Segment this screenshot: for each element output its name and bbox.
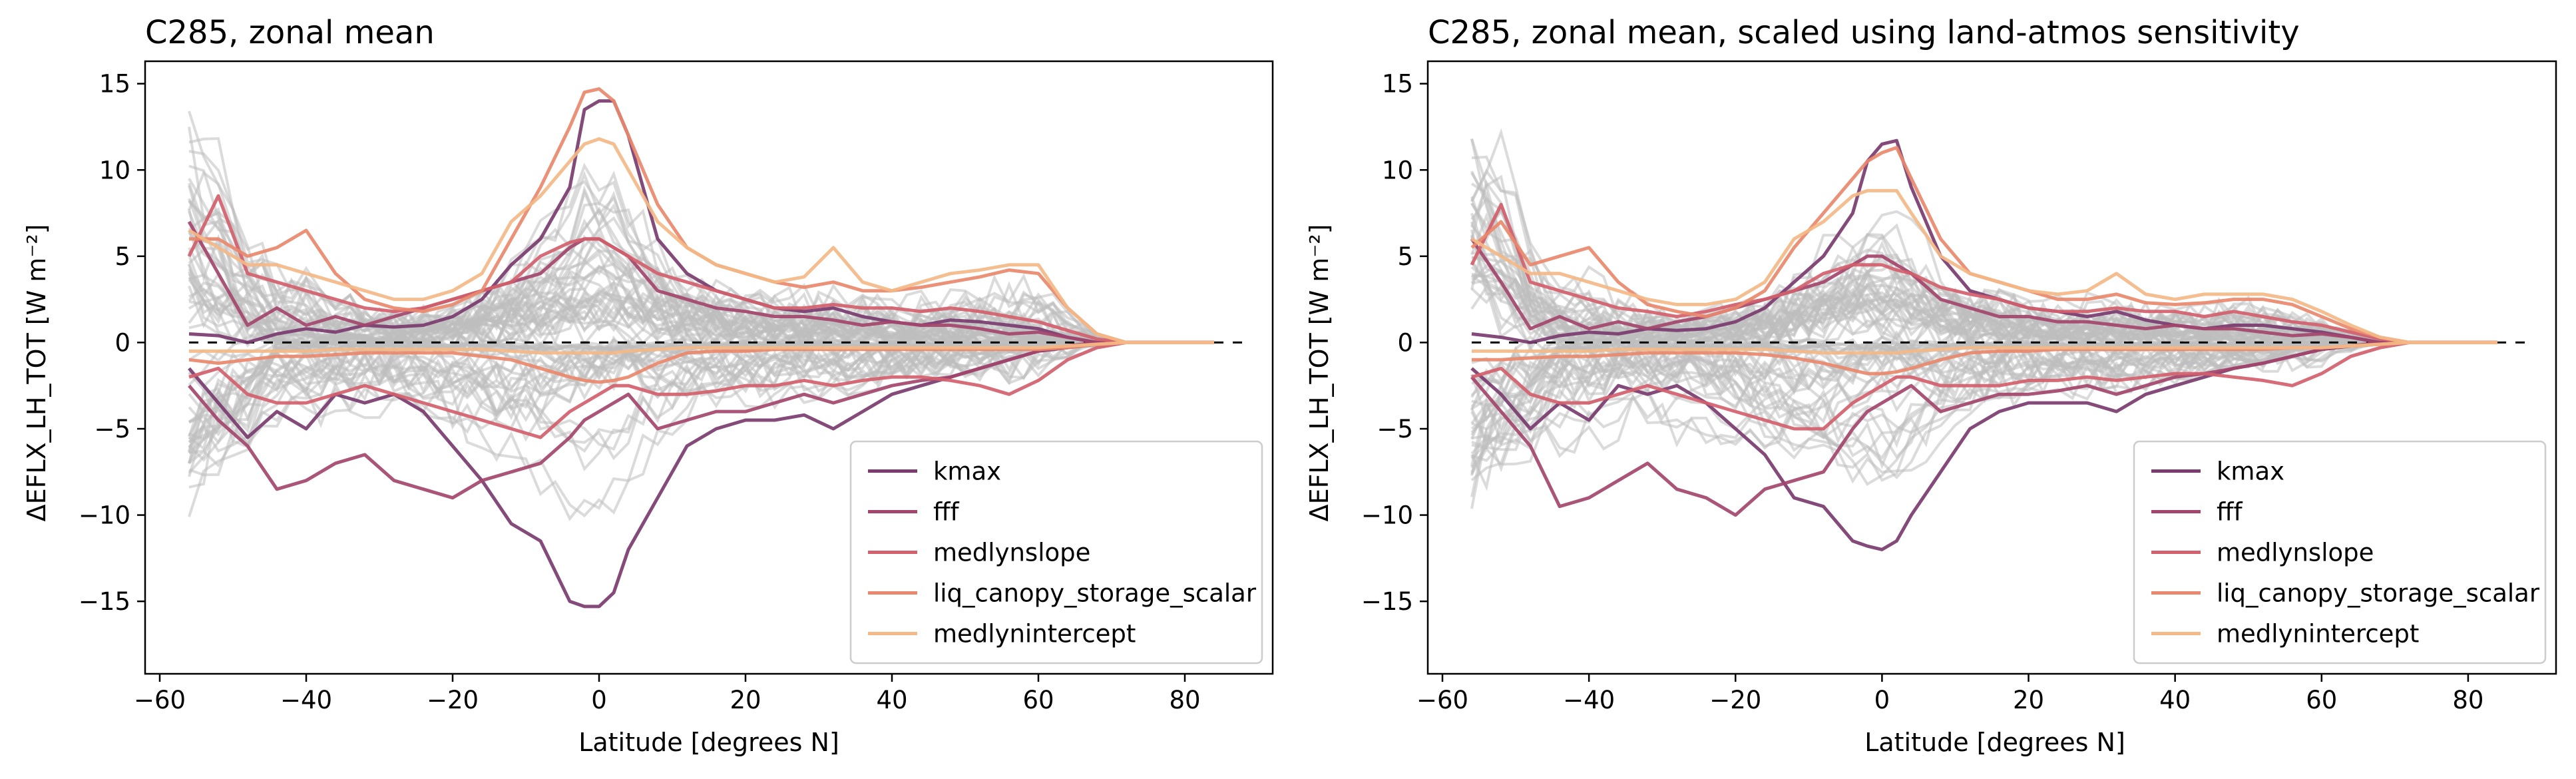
y-axis-label: ΔEFLX_LH_TOT [W m⁻²] [22, 224, 51, 522]
x-tick-label: 40 [876, 686, 907, 714]
series-line-medlynslope-upper [1470, 202, 2497, 344]
legend-entry: kmax [2217, 457, 2284, 486]
series-line-medlynintercept-upper [1470, 188, 2497, 344]
y-tick-label: 5 [114, 242, 130, 271]
series-line-medlynintercept-lower [189, 340, 1214, 355]
x-tick-label: −20 [1709, 686, 1761, 714]
series-line-medlynslope-upper [187, 194, 1214, 344]
x-tick-label: −20 [427, 686, 479, 714]
legend-entry: medlynslope [933, 539, 1090, 567]
series-medlynintercept [188, 137, 1214, 355]
y-tick-label: 10 [1382, 156, 1413, 184]
legend-entry: medlynslope [2217, 539, 2374, 567]
legend-entry: liq_canopy_storage_scalar [933, 579, 1257, 608]
legend-entry: medlynintercept [2217, 620, 2419, 649]
series-medlynslope [1470, 202, 2497, 431]
y-tick-label: 5 [1397, 242, 1413, 271]
x-tick-label: −40 [1563, 686, 1615, 714]
y-tick-label: −10 [1361, 501, 1413, 530]
legend-entry: medlynintercept [933, 620, 1136, 649]
series-medlynintercept [1470, 188, 2497, 355]
series-line-medlynslope-lower [188, 340, 1214, 439]
x-tick-label: 60 [1022, 686, 1054, 714]
x-tick-label: 0 [1874, 686, 1890, 714]
ensemble-lines [188, 111, 1214, 521]
x-tick-label: −60 [1416, 686, 1468, 714]
x-tick-label: 20 [2013, 686, 2044, 714]
ensemble-member-line [188, 127, 1214, 344]
y-tick-label: −10 [79, 501, 130, 530]
legend-box [2133, 440, 2547, 664]
panel-title: C285, zonal mean, scaled using land-atmo… [1428, 14, 2300, 51]
series-line-fff-upper [1470, 238, 2497, 344]
series-line-medlynintercept-lower [1472, 340, 2497, 355]
legend-entry: kmax [933, 457, 1001, 486]
y-tick-label: 0 [1397, 328, 1413, 357]
left-panel: C285, zonal mean Latitude [degrees N] ΔE… [22, 14, 1274, 757]
y-tick-label: −5 [1377, 415, 1413, 443]
x-tick-label: −60 [134, 686, 186, 714]
series-line-liq_canopy_storage_scalar-upper [1470, 146, 2497, 344]
y-tick-label: −15 [1361, 587, 1413, 616]
series-line-medlynslope-lower [1471, 340, 2497, 431]
y-tick-label: 0 [114, 328, 130, 357]
y-axis-label: ΔEFLX_LH_TOT [W m⁻²] [1305, 224, 1334, 522]
x-axis-label: Latitude [degrees N] [578, 728, 839, 757]
series-fff [1470, 238, 2497, 517]
legend: kmax fff medlynslope liq_canopy_storage_sca… [849, 440, 1263, 664]
x-tick-label: 80 [1169, 686, 1200, 714]
x-tick-label: 60 [2306, 686, 2337, 714]
y-tick-label: −15 [79, 587, 130, 616]
y-tick-label: 15 [99, 70, 130, 99]
y-tick-label: −5 [94, 415, 130, 443]
x-tick-label: −40 [280, 686, 332, 714]
series-line-fff-lower [188, 340, 1214, 500]
ensemble-member-line [188, 340, 1214, 437]
legend-entry: liq_canopy_storage_scalar [2217, 579, 2540, 608]
x-axis-label: Latitude [degrees N] [1864, 728, 2125, 757]
x-tick-label: 80 [2452, 686, 2483, 714]
series-line-liq_canopy_storage_scalar-lower [188, 340, 1214, 384]
x-tick-label: 20 [730, 686, 761, 714]
y-tick-label: 10 [99, 156, 130, 184]
ensemble-member-line [1470, 338, 2497, 425]
x-tick-label: 40 [2159, 686, 2191, 714]
series-line-liq_canopy_storage_scalar-upper [189, 87, 1214, 344]
legend-entry: fff [2217, 498, 2243, 527]
ensemble-member-line [1471, 267, 2497, 347]
ensemble-member-line [188, 229, 1214, 344]
x-tick-label: 0 [591, 686, 607, 714]
axes-frame [144, 60, 1274, 675]
legend-entry: fff [933, 498, 959, 527]
right-panel: C285, zonal mean, scaled using land-atmo… [1305, 14, 2557, 757]
y-tick-label: 15 [1382, 70, 1413, 99]
series-line-fff-lower [1470, 340, 2497, 517]
legend-box [849, 440, 1263, 664]
series-fff [187, 220, 1214, 500]
series-medlynslope [187, 194, 1214, 439]
panel-title: C285, zonal mean [145, 14, 435, 51]
series-line-fff-upper [187, 220, 1214, 344]
ensemble-member-line [1470, 170, 2497, 344]
ensemble-member-line [188, 182, 1214, 344]
axes-frame [1426, 60, 2557, 675]
series-line-medlynintercept-upper [188, 137, 1214, 344]
series-liq_canopy_storage_scalar [188, 87, 1214, 384]
legend: kmax fff medlynslope liq_canopy_storage_sca… [2133, 440, 2547, 664]
